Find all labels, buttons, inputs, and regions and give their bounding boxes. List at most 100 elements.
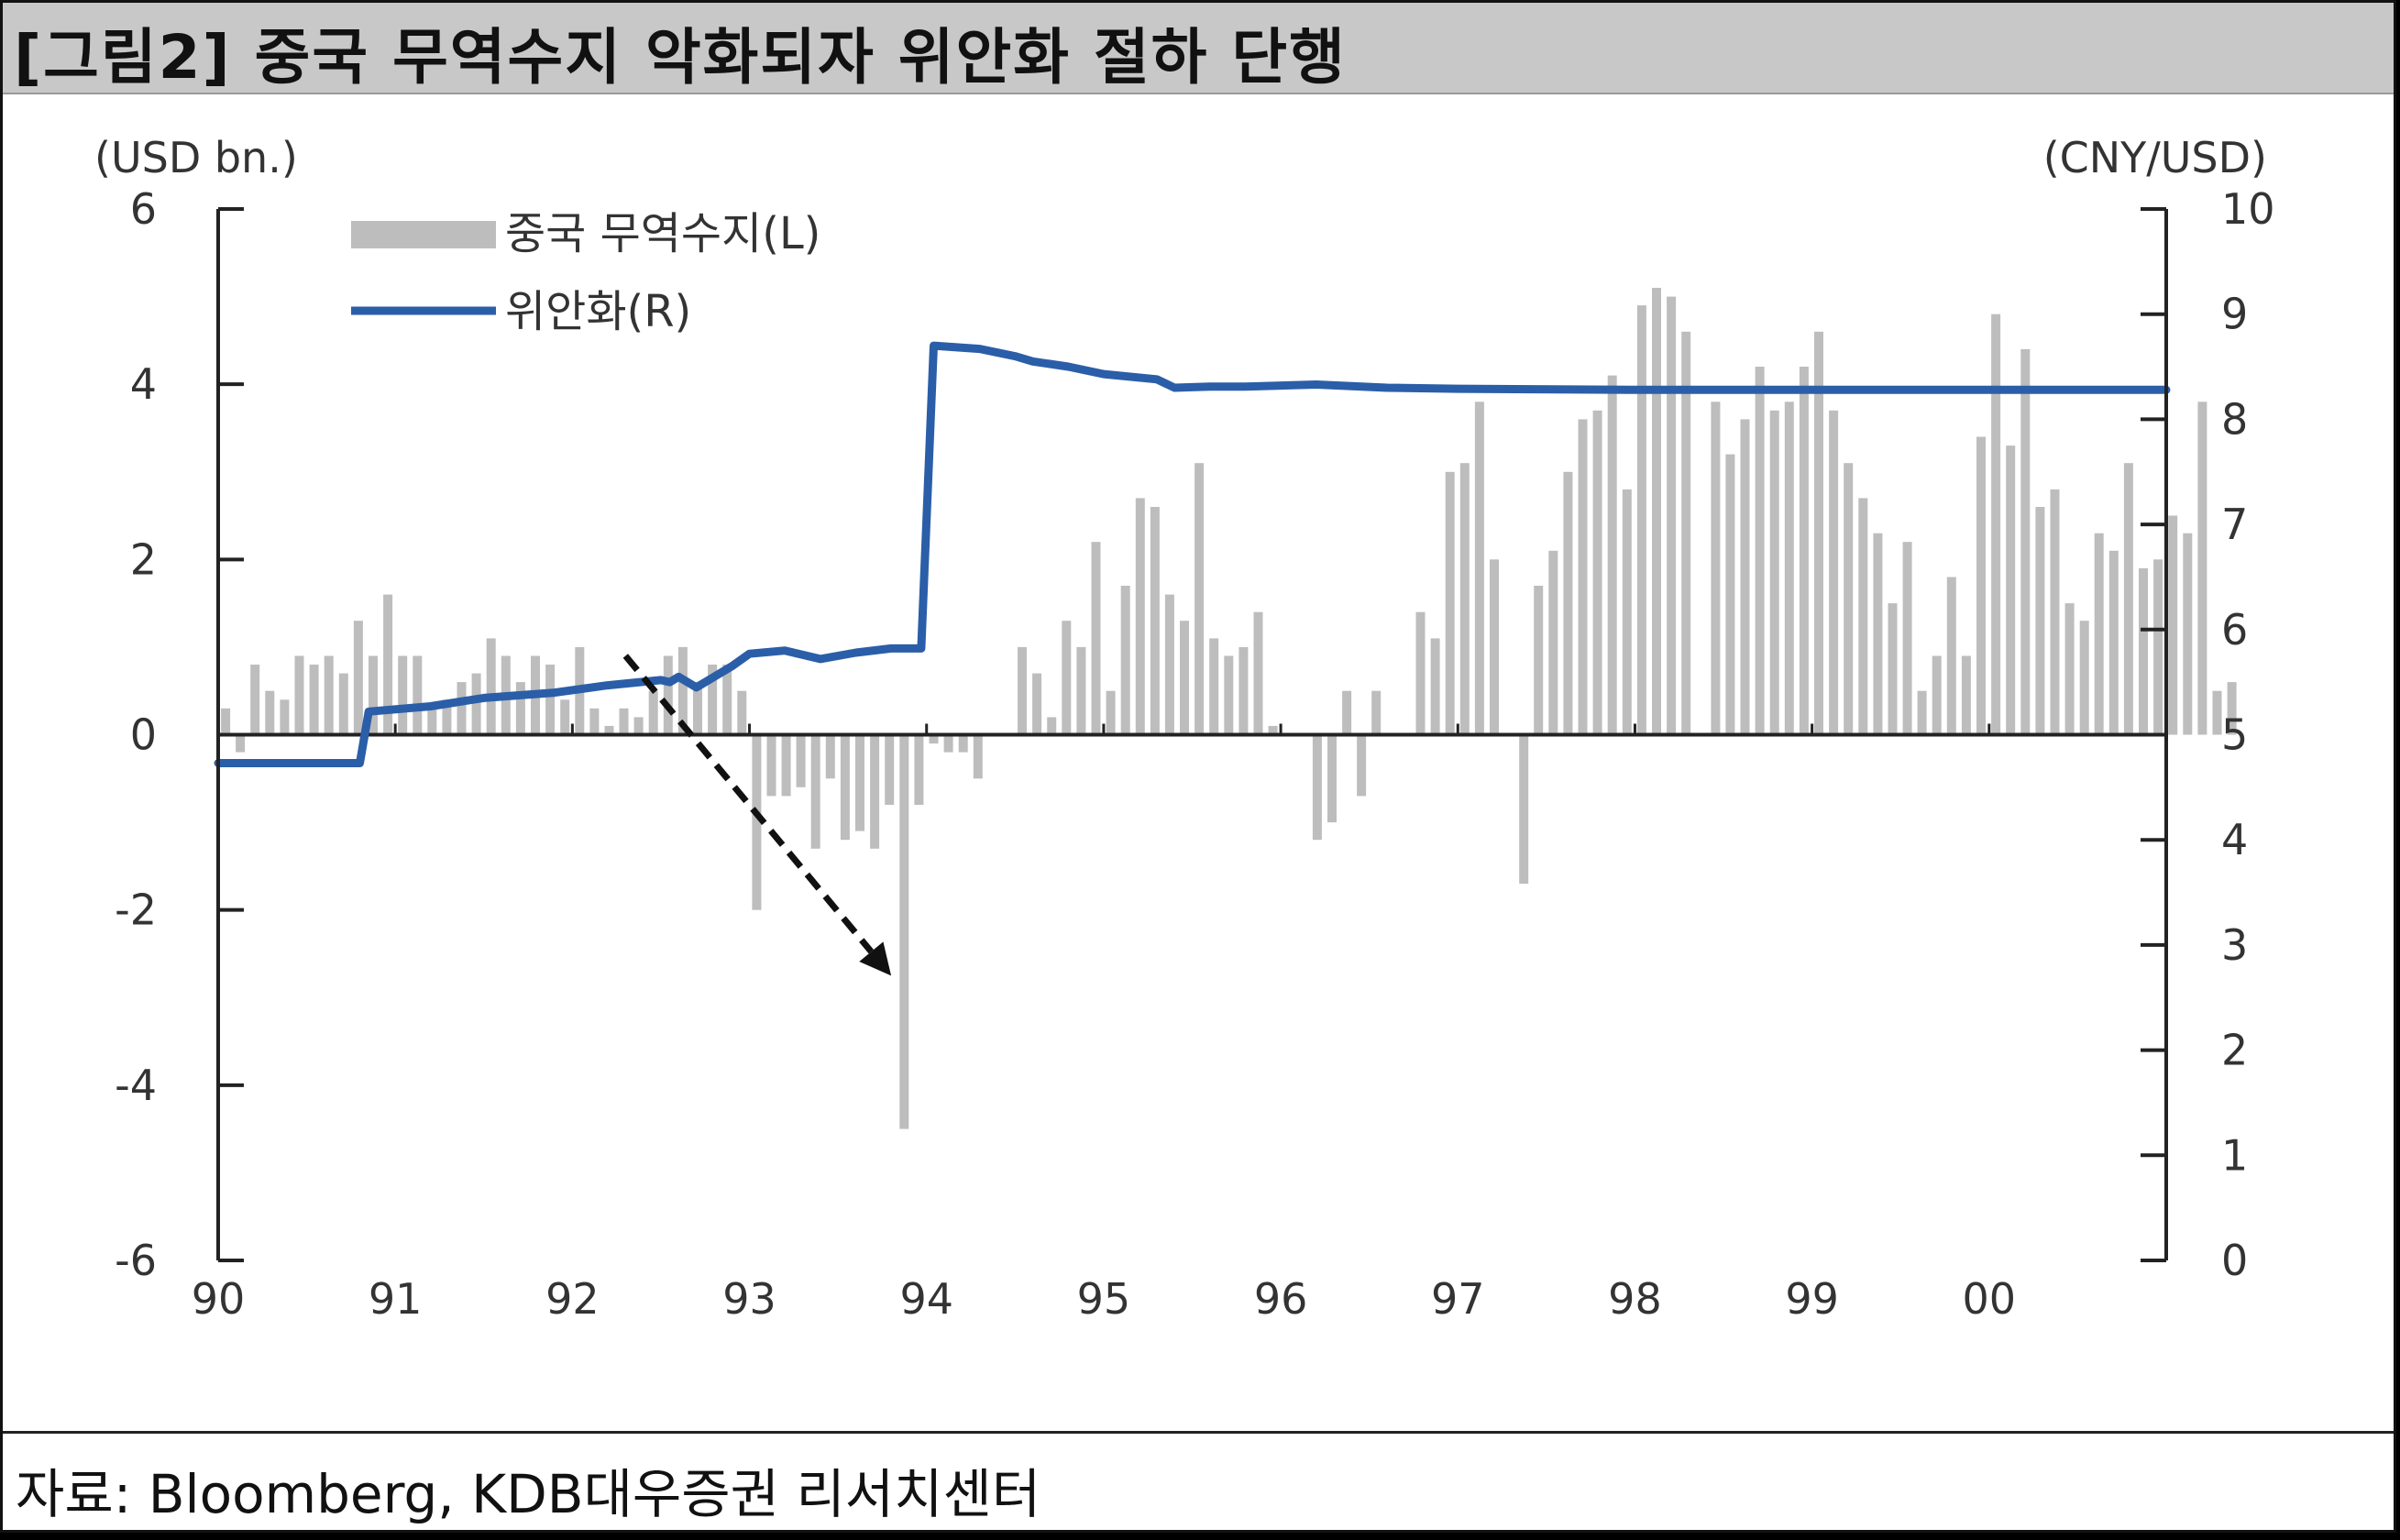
bar bbox=[722, 665, 732, 735]
bar bbox=[1844, 463, 1854, 735]
bar bbox=[1239, 646, 1249, 735]
x-tick-label: 91 bbox=[369, 1274, 423, 1324]
bar bbox=[1563, 471, 1573, 735]
bar bbox=[885, 734, 895, 805]
bar bbox=[1740, 419, 1750, 735]
bar bbox=[958, 734, 968, 753]
right-tick-label: 7 bbox=[2221, 500, 2248, 549]
bar bbox=[486, 638, 496, 735]
bar bbox=[619, 708, 629, 735]
x-tick-label: 99 bbox=[1785, 1274, 1839, 1324]
bar bbox=[2153, 559, 2163, 735]
right-tick-label: 2 bbox=[2221, 1026, 2248, 1075]
bar bbox=[1180, 621, 1189, 735]
bar bbox=[1076, 646, 1086, 735]
x-tick-label: 98 bbox=[1608, 1274, 1662, 1324]
bar bbox=[383, 594, 393, 735]
bar bbox=[221, 708, 231, 735]
bar bbox=[1902, 542, 1912, 735]
bar bbox=[1681, 331, 1691, 735]
bar bbox=[1120, 586, 1130, 735]
x-tick-label: 94 bbox=[899, 1274, 953, 1324]
yuan-line bbox=[214, 341, 2171, 767]
legend-bar-label: 중국 무역수지(L) bbox=[505, 208, 820, 259]
bar bbox=[1799, 367, 1809, 735]
bar bbox=[1194, 463, 1205, 735]
bar bbox=[825, 734, 835, 779]
bar bbox=[1622, 489, 1632, 735]
bar bbox=[1769, 410, 1779, 735]
right-tick-label: 4 bbox=[2221, 815, 2248, 864]
legend-line-label: 위안화(R) bbox=[505, 286, 691, 337]
bar bbox=[309, 665, 319, 735]
bar bbox=[471, 673, 481, 735]
source-note: 자료: Bloomberg, KDB대우증권 리서치센터 bbox=[16, 1463, 1041, 1525]
bar bbox=[1135, 498, 1145, 735]
bar bbox=[413, 655, 423, 735]
bar bbox=[2108, 550, 2119, 735]
bar bbox=[1932, 655, 1942, 735]
bar bbox=[1519, 734, 1529, 884]
right-tick-label: 9 bbox=[2221, 290, 2248, 339]
title-bar: [그림2] 중국 무역수지 악화되자 위안화 절하 단행 bbox=[3, 3, 2394, 94]
right-tick-label: 5 bbox=[2221, 710, 2248, 760]
bar bbox=[1032, 673, 1042, 735]
bar bbox=[1636, 305, 1646, 735]
bar bbox=[1474, 402, 1484, 735]
bar bbox=[2006, 446, 2016, 735]
bar bbox=[1106, 690, 1116, 735]
bar bbox=[1873, 533, 1883, 735]
bar bbox=[353, 621, 363, 735]
bar bbox=[752, 734, 762, 910]
left-tick-label: 2 bbox=[130, 534, 157, 584]
x-tick-label: 95 bbox=[1077, 1274, 1131, 1324]
bar bbox=[1459, 463, 1470, 735]
x-tick-label: 96 bbox=[1254, 1274, 1308, 1324]
arrow-head bbox=[859, 941, 892, 976]
bar bbox=[457, 682, 467, 735]
bar bbox=[677, 646, 688, 735]
x-tick-label: 97 bbox=[1431, 1274, 1485, 1324]
bar bbox=[1047, 717, 1057, 735]
right-tick-label: 6 bbox=[2221, 605, 2248, 654]
left-tick-label: 0 bbox=[130, 710, 157, 760]
left-tick-label: 4 bbox=[130, 359, 157, 409]
bar bbox=[2139, 567, 2148, 735]
bar bbox=[1327, 734, 1337, 823]
bar bbox=[929, 734, 939, 744]
bar bbox=[1667, 296, 1677, 735]
bar bbox=[2197, 402, 2207, 735]
bar bbox=[1357, 734, 1367, 797]
bar bbox=[796, 734, 806, 787]
bar bbox=[1888, 603, 1898, 735]
bar bbox=[943, 734, 953, 753]
bar bbox=[663, 655, 673, 735]
bar bbox=[515, 682, 525, 735]
bar bbox=[2227, 682, 2237, 735]
bar bbox=[633, 717, 644, 735]
bar bbox=[810, 734, 820, 849]
bar bbox=[442, 699, 452, 735]
bar bbox=[1430, 638, 1440, 735]
bar bbox=[1917, 690, 1927, 735]
bar bbox=[2212, 690, 2222, 735]
bar-series-trade-balance bbox=[221, 288, 2237, 1129]
right-tick-label: 1 bbox=[2221, 1130, 2248, 1180]
bar bbox=[1415, 611, 1426, 735]
bar bbox=[1268, 725, 1278, 735]
bar bbox=[250, 665, 260, 735]
bar bbox=[294, 655, 304, 735]
bar bbox=[2183, 533, 2193, 735]
bar bbox=[766, 734, 776, 797]
left-tick-label: -4 bbox=[115, 1061, 157, 1110]
bar bbox=[2064, 603, 2075, 735]
bar bbox=[1858, 498, 1868, 735]
footer-divider bbox=[3, 1431, 2394, 1434]
bar bbox=[693, 682, 702, 735]
chart-title: [그림2] 중국 무역수지 악화되자 위안화 절하 단행 bbox=[14, 22, 1347, 93]
bar bbox=[2094, 533, 2104, 735]
bar bbox=[604, 725, 614, 735]
